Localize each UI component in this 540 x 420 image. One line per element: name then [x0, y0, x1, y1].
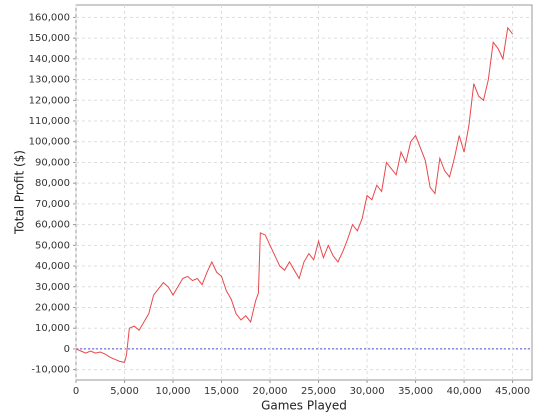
- y-tick-label: 140,000: [29, 54, 70, 65]
- y-tick-label: 40,000: [35, 261, 70, 272]
- y-tick-label: 20,000: [35, 302, 70, 313]
- y-tick-label: 90,000: [35, 157, 70, 168]
- plot-area: [75, 4, 533, 381]
- x-tick-label: 10,000: [156, 386, 191, 397]
- line: [75, 26, 513, 363]
- x-tick-label: 25,000: [301, 386, 336, 397]
- x-axis-title: Games Played: [261, 399, 347, 413]
- x-tick-label: 15,000: [204, 386, 239, 397]
- y-tick-label: 70,000: [35, 199, 70, 210]
- y-tick-label: 120,000: [29, 95, 70, 106]
- y-tick-label: 50,000: [35, 240, 70, 251]
- y-tick-label: 100,000: [29, 137, 70, 148]
- x-tick-label: 30,000: [350, 386, 385, 397]
- x-tick-label: 40,000: [447, 386, 482, 397]
- x-tick-label: 45,000: [495, 386, 530, 397]
- y-tick-label: 10,000: [35, 323, 70, 334]
- y-tick-label: 80,000: [35, 178, 70, 189]
- y-tick-label: 30,000: [35, 282, 70, 293]
- y-tick-label: 0: [64, 344, 70, 355]
- y-tick-label: -10,000: [31, 365, 70, 376]
- x-tick-label: 20,000: [253, 386, 288, 397]
- y-tick-label: 110,000: [29, 116, 70, 127]
- y-axis-title: Total Profit ($): [13, 150, 27, 235]
- y-tick-label: 60,000: [35, 220, 70, 231]
- x-tick-label: 35,000: [398, 386, 433, 397]
- y-tick-label: 150,000: [29, 33, 70, 44]
- x-tick-label: 5,000: [110, 386, 139, 397]
- y-tick-label: 160,000: [29, 12, 70, 23]
- x-tick-label: 0: [73, 386, 79, 397]
- y-tick-label: 130,000: [29, 75, 70, 86]
